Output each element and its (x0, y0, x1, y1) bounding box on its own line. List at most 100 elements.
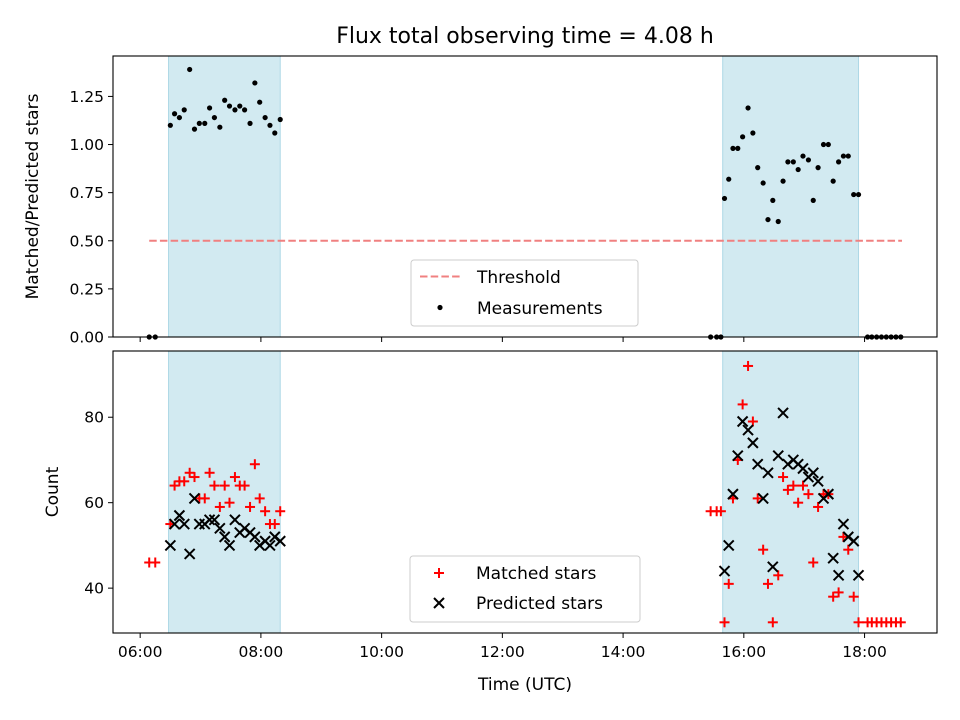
predicted-star-point (274, 535, 286, 547)
matched-star-point (245, 501, 256, 512)
measurement-point (196, 120, 202, 126)
x-tick-label: 16:00 (721, 643, 766, 661)
predicted-star-point (847, 535, 860, 547)
measurement-point (740, 134, 746, 140)
measurement-point (167, 122, 173, 128)
measurement-point (840, 153, 847, 159)
count-panel: 40 60 80 06:00 08:00 10:00 12:00 14:00 16:00 18:… (43, 350, 938, 695)
legend-matched-swatch (434, 568, 444, 578)
predicted-star-point (164, 539, 177, 552)
x-tick-label: 18:00 (842, 643, 887, 661)
measurement-point (277, 116, 283, 123)
legend-matched-label: Matched stars (476, 564, 596, 584)
predicted-star-point (837, 518, 850, 530)
predicted-star-point (183, 548, 196, 560)
measurement-point (770, 197, 776, 203)
measurement-point (830, 178, 836, 184)
predicted-star-point (757, 492, 769, 505)
predicted-star-point (229, 514, 241, 526)
matched-star-point (150, 557, 161, 568)
measurement-point (176, 114, 183, 121)
matched-star-point (189, 472, 200, 483)
x-tick-label: 14:00 (601, 643, 646, 661)
y-tick-label: 1.25 (69, 88, 104, 106)
measurement-point (855, 191, 862, 198)
predicted-star-point (727, 488, 739, 500)
predicted-star-point (208, 514, 221, 526)
matched-star-point (275, 506, 286, 517)
measurement-point (726, 176, 732, 182)
y-tick-label: 0.50 (69, 232, 104, 250)
predicted-star-point (822, 488, 835, 500)
shaded-span-0 (168, 350, 281, 634)
legend-measurements-swatch (437, 304, 443, 311)
measurement-point (257, 99, 263, 105)
matched-star-point (743, 360, 754, 371)
measurement-point (211, 114, 218, 121)
top-x-ticks (139, 337, 866, 342)
measurement-point (851, 191, 857, 198)
chart-title: Flux total observing time = 4.08 h (336, 24, 714, 49)
predicted-star-point (797, 462, 809, 475)
predicted-star-point (178, 518, 190, 530)
measurement-point (735, 145, 741, 151)
bottom-legend: Matched stars Predicted stars (409, 555, 641, 623)
top-legend: Threshold Measurements (410, 259, 639, 327)
x-axis-label: Time (UTC) (477, 675, 572, 695)
predicted-star-point (747, 437, 759, 449)
matched-star-point (224, 497, 235, 508)
matched-star-point (715, 506, 726, 517)
measurement-point (785, 159, 791, 165)
predicted-star-point (173, 509, 186, 522)
measurement-point (765, 216, 771, 223)
predicted-star-point (264, 539, 276, 552)
matched-star-point (895, 617, 906, 628)
predicted-star-point (203, 514, 216, 526)
measurement-point (217, 124, 223, 130)
predicted-star-point (777, 407, 789, 419)
top-legend-box (410, 259, 639, 327)
measurement-point (755, 165, 761, 171)
measurement-point (241, 107, 248, 113)
matched-star-point (209, 480, 220, 491)
matched-star-point (843, 544, 854, 555)
measurement-point (226, 103, 233, 109)
measurement-point (800, 153, 806, 159)
measurement-point (745, 105, 751, 111)
measurement-point (845, 153, 851, 159)
measurement-point (730, 145, 736, 151)
top-axes-frame (112, 55, 938, 338)
matched-star-point (254, 493, 265, 504)
matched-star-point (833, 587, 844, 598)
x-tick-label: 08:00 (239, 643, 284, 661)
y-tick-label: 1.00 (69, 136, 104, 154)
measurement-point (237, 103, 243, 109)
measurement-point (267, 122, 273, 128)
measurement-point (272, 130, 278, 136)
ratio-panel: 0.00 0.25 0.50 0.75 1.00 1.25 Matched/Predict… (23, 55, 938, 347)
matched-star-point (778, 472, 789, 483)
predicted-star-point (772, 449, 784, 462)
predicted-star-point (249, 531, 261, 543)
predicted-star-point (736, 415, 749, 428)
measurement-point (181, 107, 187, 113)
predicted-star-point (767, 561, 779, 573)
matched-star-point (773, 570, 784, 581)
predicted-star-point (732, 449, 744, 462)
matched-star-point (249, 459, 260, 470)
matched-star-point (219, 480, 230, 491)
matched-star-point (828, 591, 839, 602)
bottom-axes-frame (112, 350, 938, 634)
matched-star-point (848, 591, 859, 602)
predicted-star-point (718, 565, 731, 577)
predicted-star-point (807, 467, 819, 479)
bottom-y-axis-label: Count (43, 466, 63, 517)
predicted-star-point (742, 424, 754, 436)
matched-star-point (719, 617, 730, 628)
legend-predicted-label: Predicted stars (476, 594, 603, 614)
matched-star-point (758, 544, 769, 555)
matched-star-point (752, 493, 763, 504)
measurement-point (191, 126, 198, 132)
measurement-point (815, 165, 821, 171)
